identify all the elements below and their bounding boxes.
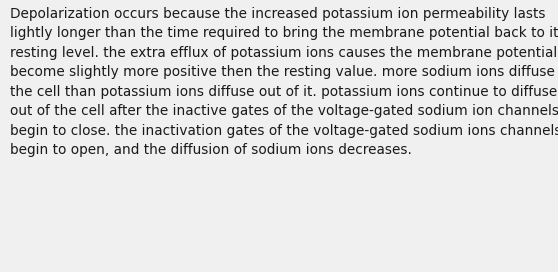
Text: Depolarization occurs because the increased potassium ion permeability lasts
lig: Depolarization occurs because the increa… [10, 7, 558, 157]
